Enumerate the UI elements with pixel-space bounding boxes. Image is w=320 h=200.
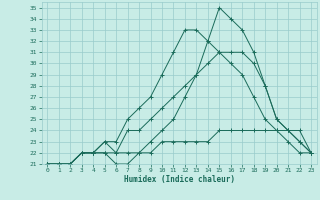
X-axis label: Humidex (Indice chaleur): Humidex (Indice chaleur) — [124, 175, 235, 184]
